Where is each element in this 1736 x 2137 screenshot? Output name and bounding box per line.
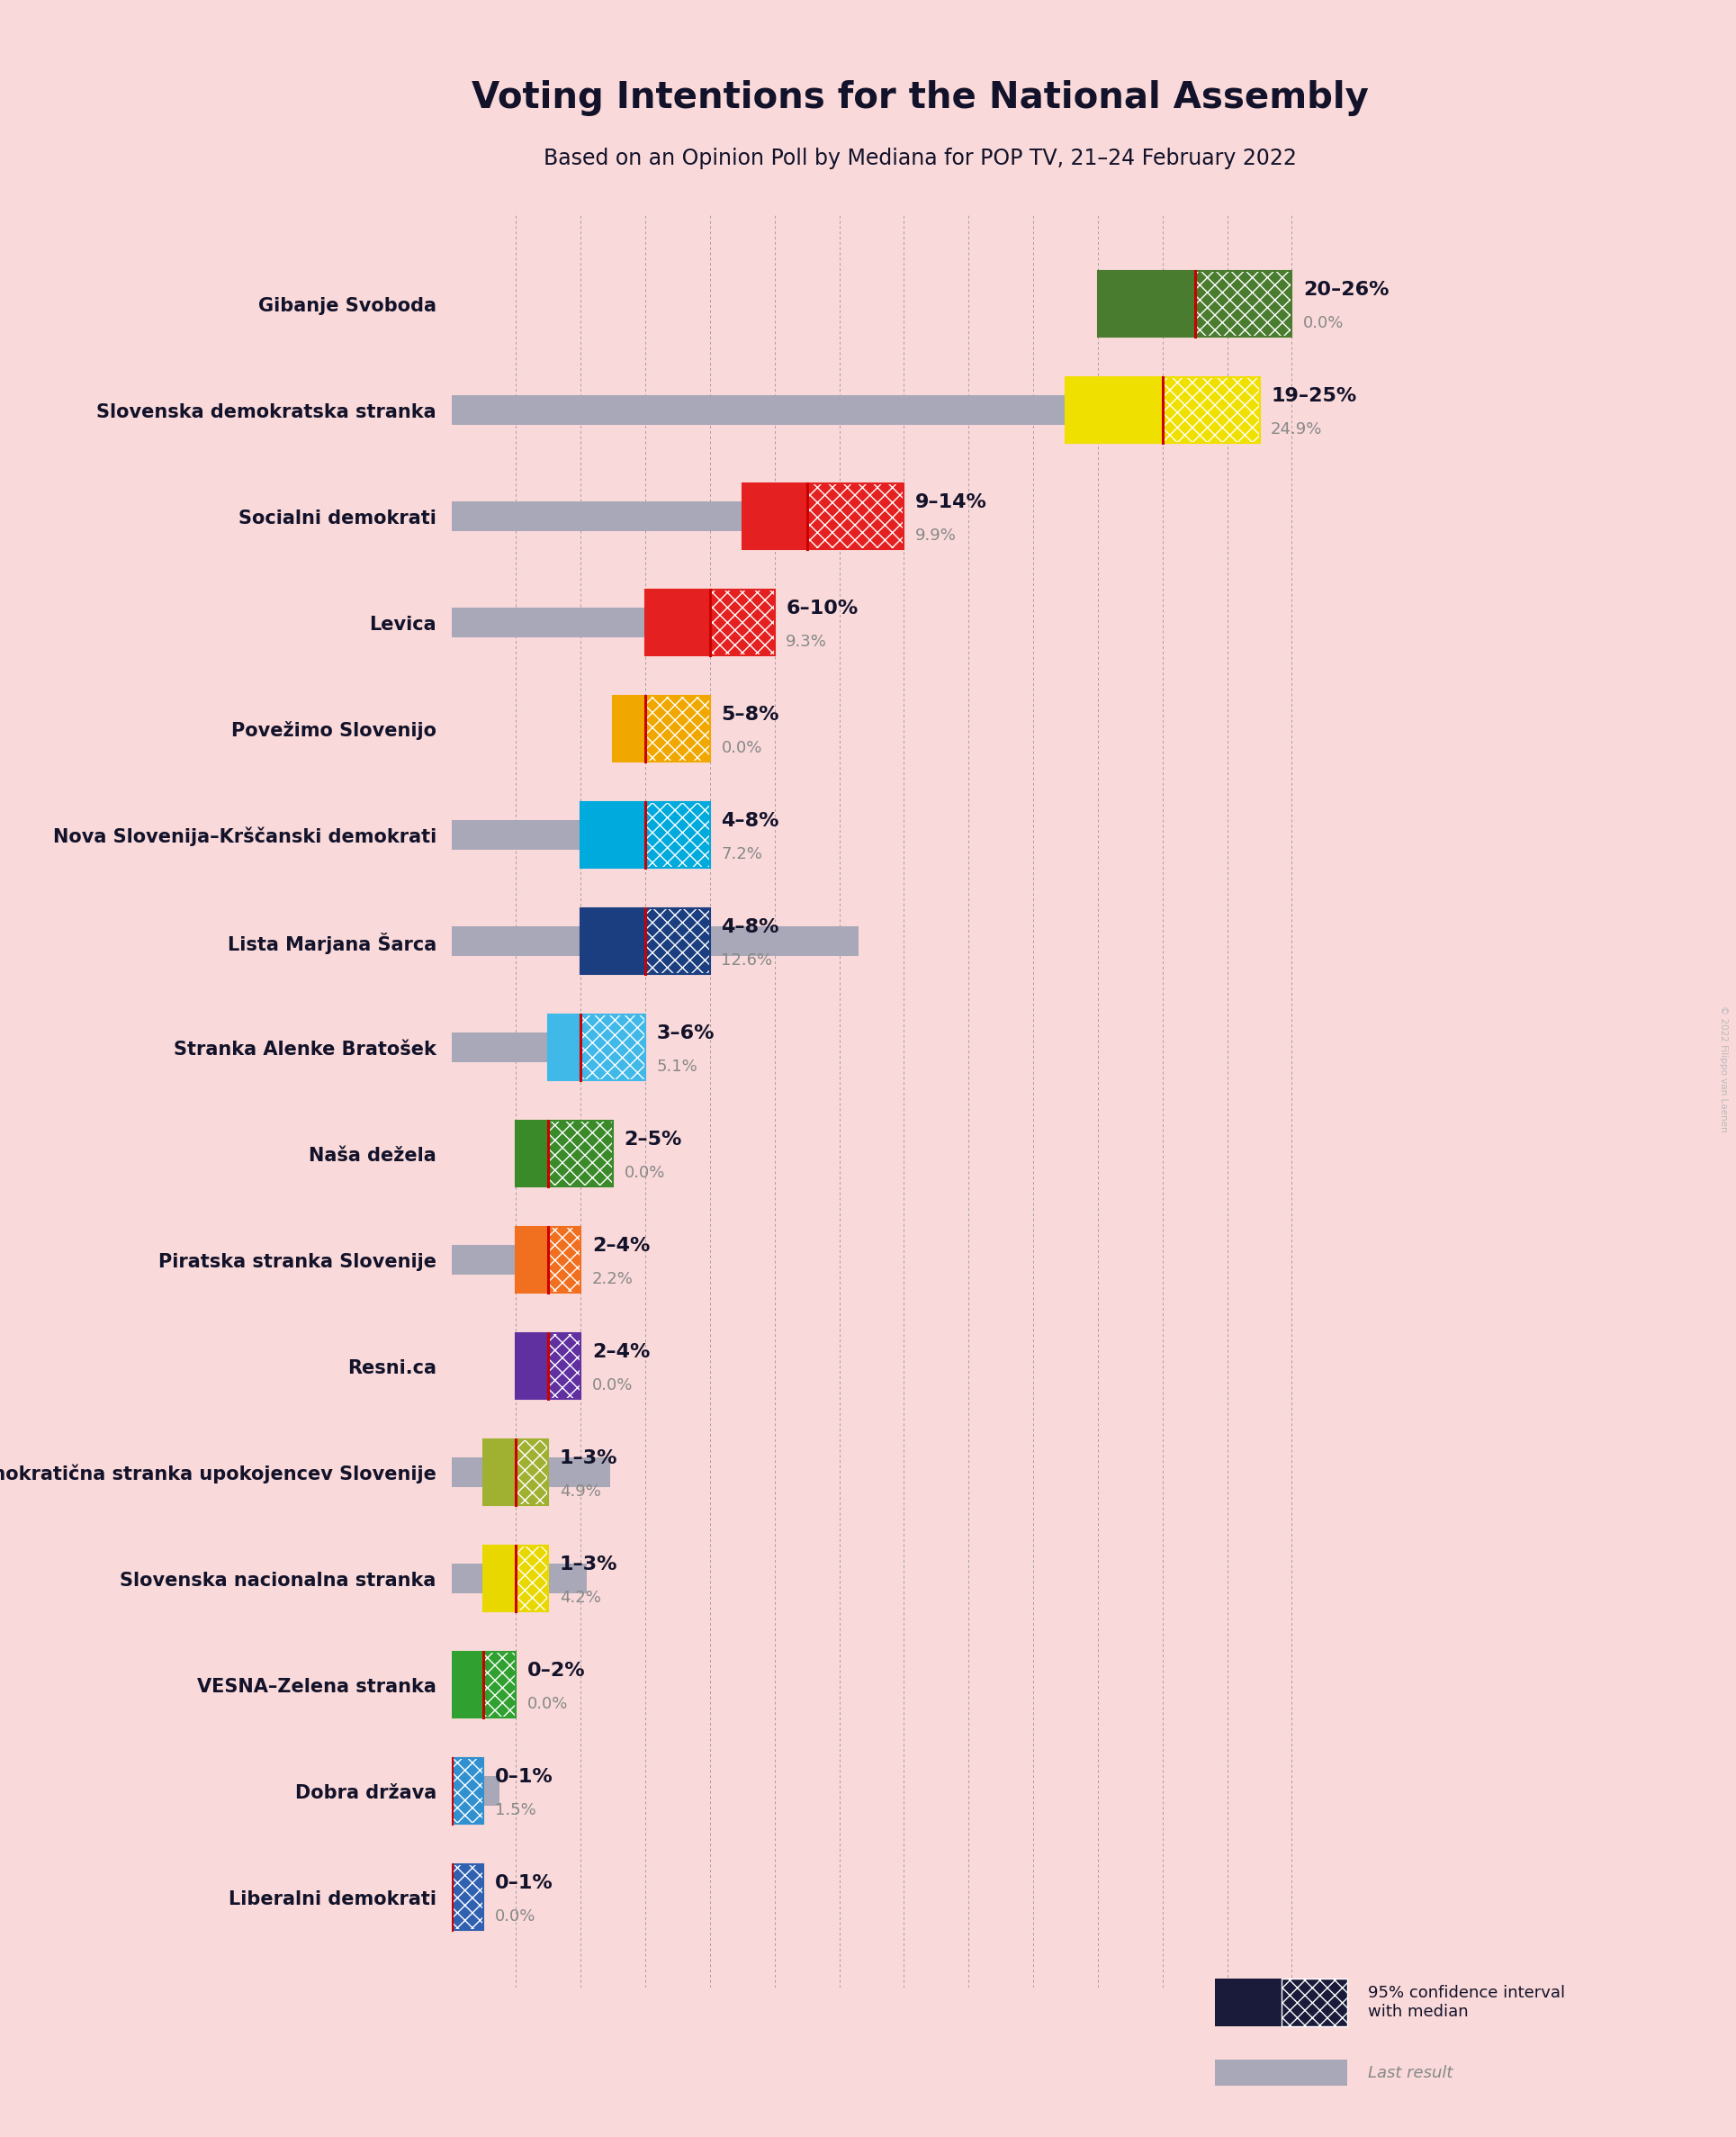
- Text: 1–3%: 1–3%: [559, 1449, 618, 1468]
- Bar: [549, 1015, 580, 1081]
- Bar: [646, 590, 710, 656]
- Bar: [613, 697, 710, 761]
- Bar: [580, 908, 646, 974]
- Bar: [580, 801, 646, 868]
- Bar: [516, 1440, 549, 1504]
- Bar: [451, 1863, 484, 1930]
- Bar: [484, 1440, 549, 1504]
- Text: 4.9%: 4.9%: [559, 1483, 601, 1500]
- Text: 2–4%: 2–4%: [592, 1237, 649, 1254]
- Text: 0–2%: 0–2%: [528, 1663, 585, 1680]
- Text: Based on an Opinion Poll by Mediana for POP TV, 21–24 February 2022: Based on an Opinion Poll by Mediana for …: [543, 147, 1297, 169]
- Bar: [549, 1015, 646, 1081]
- Bar: [451, 1863, 484, 1930]
- Bar: [516, 1227, 549, 1293]
- Bar: [549, 1333, 580, 1400]
- Text: 3–6%: 3–6%: [656, 1024, 715, 1043]
- Bar: [451, 395, 1257, 425]
- Text: 20–26%: 20–26%: [1304, 282, 1389, 299]
- Bar: [451, 1759, 484, 1823]
- Text: 9.3%: 9.3%: [786, 635, 828, 650]
- Bar: [1097, 271, 1194, 338]
- Bar: [451, 821, 684, 851]
- Text: 4–8%: 4–8%: [720, 812, 779, 829]
- Bar: [451, 1776, 500, 1806]
- Text: 1–3%: 1–3%: [559, 1556, 618, 1573]
- Text: 9.9%: 9.9%: [915, 528, 957, 543]
- Text: 0.0%: 0.0%: [495, 1908, 536, 1923]
- Text: Voting Intentions for the National Assembly: Voting Intentions for the National Assem…: [472, 81, 1368, 115]
- Text: 12.6%: 12.6%: [720, 953, 773, 968]
- Bar: [451, 1759, 484, 1823]
- Bar: [451, 1652, 516, 1718]
- Bar: [451, 1457, 609, 1487]
- Text: 7.2%: 7.2%: [720, 846, 762, 861]
- Text: 1.5%: 1.5%: [495, 1801, 536, 1819]
- Bar: [613, 697, 646, 761]
- Bar: [1097, 271, 1292, 338]
- Bar: [710, 590, 774, 656]
- Bar: [516, 1333, 549, 1400]
- Bar: [484, 1545, 516, 1611]
- Bar: [484, 1440, 516, 1504]
- Text: 0–1%: 0–1%: [495, 1767, 554, 1787]
- Text: 19–25%: 19–25%: [1271, 387, 1356, 406]
- Bar: [1163, 378, 1260, 442]
- Bar: [1066, 378, 1260, 442]
- Bar: [451, 1564, 587, 1594]
- Bar: [451, 925, 859, 955]
- Text: 6–10%: 6–10%: [786, 600, 858, 618]
- Text: 2–4%: 2–4%: [592, 1344, 649, 1361]
- Bar: [549, 1227, 580, 1293]
- Text: 0.0%: 0.0%: [1304, 314, 1344, 331]
- Bar: [743, 483, 807, 549]
- Text: 0–1%: 0–1%: [495, 1874, 554, 1893]
- Text: 0.0%: 0.0%: [592, 1376, 634, 1393]
- Text: Last result: Last result: [1368, 2064, 1453, 2081]
- Bar: [516, 1545, 549, 1611]
- Text: © 2022 Filippo van Laenen: © 2022 Filippo van Laenen: [1719, 1004, 1729, 1133]
- Bar: [451, 1246, 523, 1276]
- Bar: [516, 1120, 549, 1186]
- Text: 4.2%: 4.2%: [559, 1590, 601, 1605]
- Bar: [807, 483, 904, 549]
- Bar: [646, 908, 710, 974]
- Bar: [1194, 271, 1292, 338]
- Bar: [646, 590, 774, 656]
- Bar: [549, 1120, 613, 1186]
- Bar: [580, 1015, 646, 1081]
- Bar: [516, 1227, 580, 1293]
- Bar: [580, 801, 710, 868]
- Bar: [451, 1652, 484, 1718]
- Bar: [451, 607, 752, 637]
- Text: 24.9%: 24.9%: [1271, 421, 1323, 438]
- Bar: [1066, 378, 1163, 442]
- Text: 0.0%: 0.0%: [720, 739, 762, 756]
- Text: 4–8%: 4–8%: [720, 919, 779, 936]
- Text: 0.0%: 0.0%: [528, 1697, 568, 1712]
- Bar: [484, 1545, 549, 1611]
- Text: 5.1%: 5.1%: [656, 1058, 698, 1075]
- Text: 95% confidence interval
with median: 95% confidence interval with median: [1368, 1985, 1566, 2019]
- Text: 2.2%: 2.2%: [592, 1272, 634, 1286]
- Bar: [646, 801, 710, 868]
- Bar: [580, 908, 710, 974]
- Bar: [516, 1120, 613, 1186]
- Text: 0.0%: 0.0%: [625, 1165, 665, 1182]
- Bar: [451, 1032, 616, 1062]
- Bar: [646, 697, 710, 761]
- Bar: [516, 1333, 580, 1400]
- Text: 5–8%: 5–8%: [720, 705, 779, 724]
- Text: 2–5%: 2–5%: [625, 1130, 682, 1150]
- Bar: [484, 1652, 516, 1718]
- Text: 9–14%: 9–14%: [915, 494, 988, 511]
- Bar: [451, 502, 771, 532]
- Bar: [743, 483, 904, 549]
